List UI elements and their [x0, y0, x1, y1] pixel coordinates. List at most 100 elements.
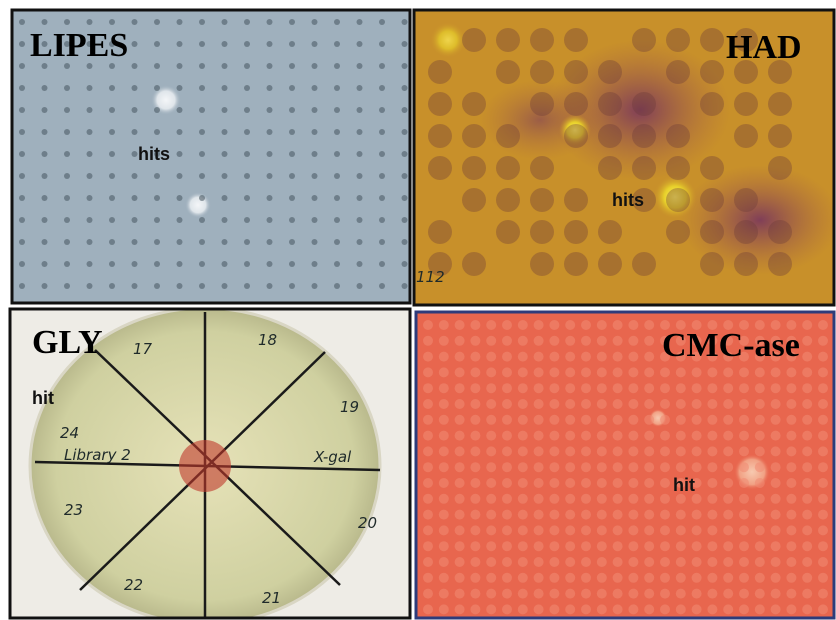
- sector-label: 20: [358, 514, 377, 532]
- colony: [530, 252, 554, 276]
- colony: [221, 173, 228, 179]
- colony: [786, 493, 797, 504]
- colony: [438, 335, 449, 346]
- colony: [818, 509, 828, 520]
- colony: [428, 92, 452, 116]
- colony: [176, 283, 183, 289]
- colony: [64, 239, 70, 245]
- colony: [502, 320, 512, 330]
- colony: [454, 604, 465, 615]
- colony: [438, 351, 449, 362]
- colony: [660, 541, 670, 552]
- colony: [486, 462, 497, 473]
- colony: [356, 217, 363, 223]
- colony: [628, 462, 639, 473]
- colony: [356, 283, 363, 289]
- colony: [581, 351, 591, 362]
- colony: [533, 399, 544, 409]
- colony: [581, 383, 591, 394]
- colony: [675, 493, 686, 504]
- panel-title: GLY: [32, 324, 103, 361]
- colony: [154, 239, 160, 245]
- colony: [632, 124, 656, 148]
- colony: [486, 446, 497, 457]
- colony: [598, 252, 622, 276]
- sector-label: 22: [124, 576, 143, 594]
- colony: [379, 283, 385, 289]
- colony: [818, 525, 828, 536]
- colony: [739, 430, 749, 441]
- colony: [41, 283, 48, 289]
- colony: [517, 399, 528, 409]
- colony: [533, 478, 544, 488]
- colony: [707, 478, 718, 488]
- colony: [596, 493, 607, 504]
- colony: [723, 509, 734, 520]
- colony: [131, 261, 138, 267]
- colony: [86, 151, 93, 157]
- colony: [549, 351, 560, 362]
- colony: [660, 383, 670, 394]
- colony: [379, 107, 385, 113]
- plate-writing: X-gal: [313, 448, 352, 466]
- colony: [470, 478, 481, 488]
- colony: [565, 383, 576, 394]
- colony: [754, 383, 765, 394]
- colony: [786, 572, 797, 583]
- colony: [644, 588, 655, 599]
- colony: [675, 541, 686, 552]
- colony: [754, 572, 765, 583]
- colony: [549, 572, 560, 583]
- colony: [691, 335, 702, 346]
- colony: [221, 283, 228, 289]
- colony: [356, 41, 363, 47]
- colony: [423, 383, 433, 394]
- colony: [565, 430, 576, 441]
- colony: [154, 261, 160, 267]
- colony: [311, 107, 318, 113]
- colony: [612, 446, 623, 457]
- colony: [470, 320, 481, 330]
- colony: [770, 367, 781, 378]
- panel-border: [412, 8, 836, 307]
- colony: [707, 604, 718, 615]
- colony: [754, 525, 765, 536]
- colony: [598, 92, 622, 116]
- colony: [19, 173, 25, 179]
- colony: [707, 525, 718, 536]
- colony: [470, 604, 481, 615]
- colony: [176, 151, 183, 157]
- colony: [581, 525, 591, 536]
- colony: [486, 335, 497, 346]
- colony: [379, 41, 385, 47]
- colony: [401, 129, 408, 135]
- colony: [311, 129, 318, 135]
- colony: [199, 283, 205, 289]
- colony: [754, 351, 765, 362]
- colony: [644, 446, 655, 457]
- colony: [533, 541, 544, 552]
- colony: [109, 195, 115, 201]
- colony: [675, 414, 686, 425]
- colony: [666, 124, 690, 148]
- colony: [266, 151, 273, 157]
- colony: [131, 173, 138, 179]
- colony: [199, 261, 205, 267]
- colony: [19, 85, 25, 91]
- colony: [739, 414, 749, 425]
- colony: [289, 261, 295, 267]
- colony: [502, 399, 512, 409]
- colony: [754, 509, 765, 520]
- colony: [739, 509, 749, 520]
- colony: [596, 414, 607, 425]
- colony: [496, 60, 520, 84]
- colony: [707, 509, 718, 520]
- colony: [700, 220, 724, 244]
- colony: [802, 525, 813, 536]
- colony: [311, 283, 318, 289]
- colony: [802, 383, 813, 394]
- colony: [818, 320, 828, 330]
- colony: [786, 399, 797, 409]
- colony: [723, 588, 734, 599]
- colony: [628, 414, 639, 425]
